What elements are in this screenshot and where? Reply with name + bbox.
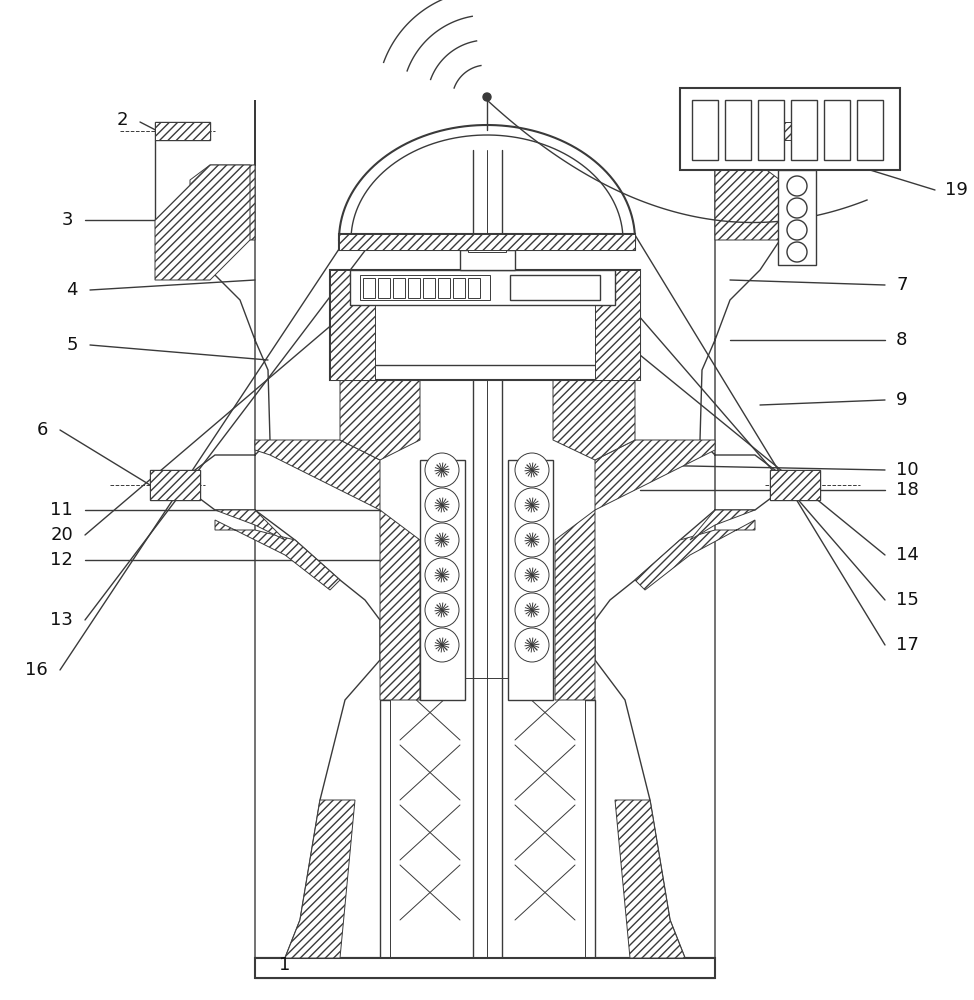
Text: 8: 8	[896, 331, 908, 349]
Polygon shape	[770, 470, 820, 500]
Text: 10: 10	[896, 461, 918, 479]
Bar	[857, 100, 883, 160]
Polygon shape	[155, 165, 250, 280]
Bar	[408, 278, 420, 298]
Circle shape	[483, 93, 491, 101]
Bar	[390, 678, 585, 958]
Bar	[363, 278, 375, 298]
Text: 11: 11	[51, 501, 73, 519]
Text: 7: 7	[896, 276, 908, 294]
Circle shape	[515, 628, 549, 662]
Text: 3: 3	[61, 211, 73, 229]
Polygon shape	[760, 122, 815, 140]
Bar	[345, 280, 625, 365]
Polygon shape	[380, 510, 420, 700]
Circle shape	[515, 593, 549, 627]
Bar	[339, 234, 635, 250]
Bar	[778, 170, 816, 265]
Circle shape	[515, 558, 549, 592]
Polygon shape	[555, 510, 595, 700]
Circle shape	[425, 488, 459, 522]
Bar	[692, 100, 718, 160]
Text: 14: 14	[896, 546, 918, 564]
Bar	[508, 460, 553, 700]
Polygon shape	[215, 510, 285, 540]
Circle shape	[787, 220, 807, 240]
Polygon shape	[635, 520, 755, 590]
Bar	[360, 275, 490, 300]
Bar	[423, 278, 435, 298]
Bar	[378, 278, 390, 298]
Polygon shape	[690, 510, 755, 540]
Bar	[791, 100, 817, 160]
Polygon shape	[215, 520, 340, 590]
Polygon shape	[330, 270, 375, 380]
Polygon shape	[285, 800, 355, 958]
Circle shape	[425, 558, 459, 592]
Bar	[760, 122, 815, 140]
Polygon shape	[150, 470, 200, 500]
Bar	[468, 278, 480, 298]
Polygon shape	[155, 122, 210, 140]
Polygon shape	[255, 440, 380, 510]
Bar	[725, 100, 751, 160]
Text: 4: 4	[66, 281, 78, 299]
Polygon shape	[595, 270, 640, 380]
Bar	[255, 958, 715, 978]
Bar	[438, 278, 450, 298]
Bar	[758, 100, 784, 160]
Polygon shape	[190, 100, 380, 958]
Bar	[770, 470, 820, 500]
Bar	[453, 278, 465, 298]
Bar	[393, 278, 405, 298]
Text: 20: 20	[51, 526, 73, 544]
Text: 2: 2	[117, 111, 128, 129]
Bar	[155, 122, 210, 140]
Text: 9: 9	[896, 391, 908, 409]
Bar	[150, 470, 200, 500]
Text: 15: 15	[896, 591, 918, 609]
Circle shape	[515, 488, 549, 522]
Circle shape	[515, 523, 549, 557]
Text: 13: 13	[50, 611, 73, 629]
Circle shape	[515, 453, 549, 487]
Polygon shape	[595, 440, 715, 510]
Bar	[380, 700, 595, 958]
Polygon shape	[258, 968, 712, 978]
Bar	[420, 460, 465, 700]
Circle shape	[425, 453, 459, 487]
Polygon shape	[715, 165, 780, 240]
Bar	[460, 250, 515, 270]
Polygon shape	[553, 350, 635, 460]
Text: 6: 6	[37, 421, 48, 439]
Bar	[468, 240, 506, 252]
Text: 18: 18	[896, 481, 918, 499]
Circle shape	[425, 628, 459, 662]
Circle shape	[425, 593, 459, 627]
Polygon shape	[190, 165, 255, 240]
Polygon shape	[340, 350, 420, 460]
Circle shape	[425, 523, 459, 557]
Text: 1: 1	[279, 956, 290, 974]
Circle shape	[787, 242, 807, 262]
Bar	[824, 100, 850, 160]
Bar	[510, 275, 600, 300]
Text: 19: 19	[945, 181, 968, 199]
Bar	[330, 270, 640, 380]
Text: 16: 16	[25, 661, 48, 679]
Bar	[350, 270, 615, 305]
Polygon shape	[595, 100, 780, 958]
Polygon shape	[339, 234, 635, 250]
Bar	[680, 88, 900, 170]
Circle shape	[787, 198, 807, 218]
Circle shape	[787, 176, 807, 196]
Text: 5: 5	[66, 336, 78, 354]
Text: 12: 12	[50, 551, 73, 569]
Text: 17: 17	[896, 636, 918, 654]
Polygon shape	[615, 800, 685, 958]
